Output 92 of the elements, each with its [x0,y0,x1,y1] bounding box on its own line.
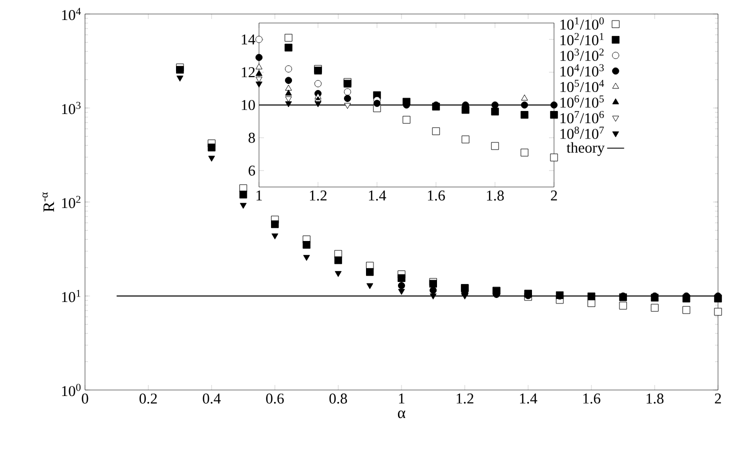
point [682,306,690,314]
legend-label: 10$^{7}$/10$^{6}$ [560,111,604,124]
point [239,190,248,198]
point [284,34,292,42]
point [366,283,374,290]
point [256,82,262,88]
x-tick-label: 0 [82,394,88,404]
point [550,101,558,109]
point [240,202,247,209]
legend-label: 10$^{2}$/10$^{1}$ [560,32,604,46]
y-tick-label: 10$^{0}$ [62,384,81,396]
point [398,282,406,290]
point [366,268,374,276]
point [520,101,528,109]
x-tick-label: 1 [399,394,404,404]
y-tick-label: 6 [248,166,256,176]
point [461,294,468,300]
x-tick-label: 2 [550,190,557,200]
legend-label: 10$^{6}$/10$^{5}$ [560,95,604,108]
y-tick-label: 10 [242,100,255,110]
x-tick-label: 2 [714,394,721,404]
point [256,63,262,70]
y-axis-title: R$^{-α}$ [42,192,54,212]
point [334,256,342,264]
point [285,96,292,102]
x-tick-label: 0.2 [140,394,157,404]
x-tick-label: 1 [256,190,262,200]
point [255,54,263,61]
x-tick-label: 1.8 [646,394,664,404]
point [303,254,310,261]
point [302,241,310,249]
point [285,90,292,96]
point [208,156,215,162]
y-tick-label: 8 [248,132,255,143]
point [491,101,499,109]
point [430,286,437,294]
point [256,76,262,83]
legend-label: 10$^{5}$/10$^{4}$ [560,80,604,92]
legend-label: 10$^{4}$/10$^{3}$ [560,64,604,76]
point [344,102,351,109]
point [285,84,292,91]
y-tick-label: 10$^{2}$ [62,196,80,208]
point [398,274,406,282]
point [373,100,381,107]
x-tick-label: 1.4 [368,190,386,201]
x-tick-label: 0.8 [329,394,347,404]
point [284,44,292,52]
point [432,127,440,136]
point [176,66,184,74]
y-tick-label: 12 [242,67,255,78]
point [334,271,342,278]
point [285,101,292,108]
y-tick-label: 10$^{3}$ [62,102,81,114]
point [520,148,528,156]
point [491,108,499,116]
legend-label: 10$^{8}$/10$^{7}$ [560,126,604,139]
x-axis-title: α [398,410,406,418]
point [521,94,528,100]
point [520,110,528,119]
legend-label: 10$^{3}$/10$^{2}$ [560,48,604,61]
x-tick-label: 0.6 [266,394,284,404]
point [491,142,499,150]
point [272,233,278,240]
point [208,144,216,152]
point [271,220,279,228]
point [284,76,292,84]
x-tick-label: 1.2 [310,190,327,201]
point [650,304,659,312]
legend-label: theory [566,142,605,156]
point [550,154,558,162]
legend-label: 10$^{1}$/10$^{0}$ [560,17,604,30]
point [619,302,627,310]
point [176,76,184,82]
x-tick-label: 1.2 [456,394,474,404]
point [402,116,410,124]
point [256,70,262,76]
x-tick-label: 1.6 [583,394,600,404]
x-tick-label: 1.8 [486,190,504,201]
x-tick-label: 1.6 [428,190,445,201]
point [430,294,437,300]
x-tick-label: 1.4 [520,394,538,404]
point [550,110,558,119]
point [255,36,263,43]
y-tick-label: 14 [242,34,256,44]
y-tick-label: 10$^{4}$ [62,8,81,20]
point [462,136,470,144]
point [714,308,722,316]
point [398,288,405,295]
point [588,292,596,300]
y-tick-label: 10$^{1}$ [62,290,80,302]
point [344,94,352,102]
x-tick-label: 0.4 [202,394,221,404]
